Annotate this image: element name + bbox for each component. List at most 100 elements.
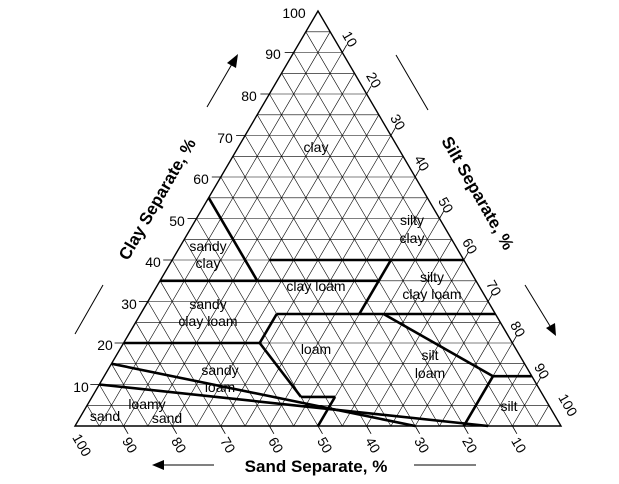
sand-tick-40: 40	[362, 434, 384, 456]
grid-line-sand-55	[184, 239, 294, 427]
zone-loam-label: loam	[301, 341, 331, 357]
silt-tick-80: 80	[507, 318, 529, 340]
zone-sandy-clay-loam-label-1: sandy	[189, 296, 226, 312]
zone-sand-label: sand	[90, 408, 120, 424]
silt-tick-90: 90	[531, 360, 553, 382]
grid-line-silt-95	[536, 405, 550, 427]
grid-line-silt-35	[244, 156, 404, 427]
clay-tick-20: 20	[97, 337, 113, 353]
sand-tick-30: 30	[411, 434, 433, 456]
clay-axis-ticks: 100 90 80 70 60 50 40 30 20 10	[73, 5, 306, 395]
clay-tick-60: 60	[193, 171, 209, 187]
grid-line-sand-15	[281, 73, 489, 427]
grid-line-sand-85	[111, 363, 149, 427]
zone-silty-clay-label-1: silty	[400, 212, 424, 228]
tick-silt-10	[341, 44, 348, 53]
class-boundary-7	[258, 313, 278, 344]
grid-line-sand-35	[232, 156, 392, 427]
tick-silt-80	[512, 335, 518, 344]
grid-line-silt-90	[512, 384, 537, 427]
zone-clay-loam-label: clay loam	[286, 278, 345, 294]
sand-tick-60: 60	[265, 434, 287, 456]
tick-sand-50	[317, 425, 323, 434]
grid-line-sand-25	[257, 114, 440, 427]
tick-sand-80	[171, 425, 178, 434]
class-boundary-9	[258, 342, 303, 398]
sand-tick-70: 70	[217, 434, 239, 456]
tick-silt-90	[536, 376, 542, 385]
clay-tick-70: 70	[217, 130, 233, 146]
silt-tick-70: 70	[483, 277, 505, 299]
tick-sand-90	[123, 425, 129, 434]
tick-silt-50	[439, 210, 445, 219]
silt-axis-arrow	[524, 284, 556, 336]
tick-silt-70	[487, 293, 493, 302]
class-boundary-13	[462, 375, 495, 427]
grid-line-sand-65	[159, 280, 246, 427]
grid-line-silt-55	[342, 239, 452, 427]
sand-tick-20: 20	[459, 434, 481, 456]
sand-axis-title: Sand Separate, %	[245, 457, 388, 476]
texture-class-labels: clay silty clay sandy clay clay loam sil…	[90, 139, 518, 426]
silt-tick-40: 40	[411, 152, 433, 174]
tick-silt-20	[366, 86, 372, 95]
grid-line-silt-65	[390, 280, 477, 427]
sand-tick-50: 50	[314, 434, 336, 456]
grid-line-silt-60	[366, 259, 465, 427]
class-boundary-0	[207, 197, 259, 282]
clay-axis-guide-line	[74, 284, 104, 335]
sand-tick-10: 10	[508, 434, 530, 456]
grid-line-silt-85	[487, 363, 525, 427]
clay-tick-100: 100	[282, 5, 306, 21]
grid-line-sand-80	[123, 342, 173, 427]
zone-silt-loam-label-2: loam	[415, 365, 445, 381]
grid-line-silt-75	[439, 322, 501, 427]
clay-tick-40: 40	[145, 254, 161, 270]
silt-tick-60: 60	[459, 235, 481, 257]
class-boundary-4	[358, 259, 393, 315]
sand-axis-ticks: 100 90 80 70 60 50 40 30 20 10	[69, 431, 530, 459]
grid-line-sand-70	[147, 301, 222, 427]
grid-line-sand-90	[99, 384, 124, 427]
silt-tick-30: 30	[387, 111, 409, 133]
zone-silt-label: silt	[500, 398, 517, 414]
clay-tick-50: 50	[169, 213, 185, 229]
grid-line-silt-50	[317, 218, 440, 427]
tick-marks	[90, 44, 542, 434]
silt-tick-10: 10	[339, 28, 361, 50]
grid-line-silt-70	[414, 301, 489, 427]
grid-line-sand-5	[305, 31, 537, 427]
tick-sand-10	[512, 425, 518, 434]
tick-sand-70	[220, 425, 226, 434]
grid-line-silt-5	[99, 31, 331, 427]
tick-sand-60	[269, 425, 275, 434]
grid-line-sand-95	[86, 405, 100, 427]
sand-tick-100: 100	[69, 431, 95, 459]
class-boundary-16	[99, 383, 489, 428]
zone-sandy-loam-label-2: loam	[205, 379, 235, 395]
grid-lines	[86, 31, 550, 427]
class-boundary-12	[382, 312, 494, 378]
silt-tick-100: 100	[555, 391, 581, 419]
zone-sandy-clay-loam-label-2: clay loam	[178, 313, 237, 329]
tick-sand-20	[463, 425, 469, 434]
zone-loamy-sand-label-2: sand	[152, 410, 182, 426]
zone-sandy-loam-label-1: sandy	[201, 362, 238, 378]
clay-tick-90: 90	[265, 46, 281, 62]
zone-sandy-clay-label-2: clay	[196, 255, 221, 271]
sand-tick-80: 80	[168, 434, 190, 456]
zone-silty-clay-label-2: clay	[400, 230, 425, 246]
grid-line-silt-15	[147, 73, 355, 427]
tick-sand-30	[414, 425, 421, 434]
sand-axis-arrow	[152, 460, 214, 470]
grid-line-silt-25	[196, 114, 380, 427]
zone-silt-loam-label-1: silt	[421, 347, 438, 363]
tick-silt-30	[390, 127, 396, 136]
silt-axis-ticks: 10 20 30 40 50 60 70 80 90 100	[339, 28, 581, 419]
tick-silt-40	[414, 169, 421, 178]
tick-silt-60	[463, 252, 469, 261]
zone-sandy-clay-label-1: sandy	[189, 238, 226, 254]
zone-loamy-sand-label-1: loamy	[128, 396, 165, 412]
